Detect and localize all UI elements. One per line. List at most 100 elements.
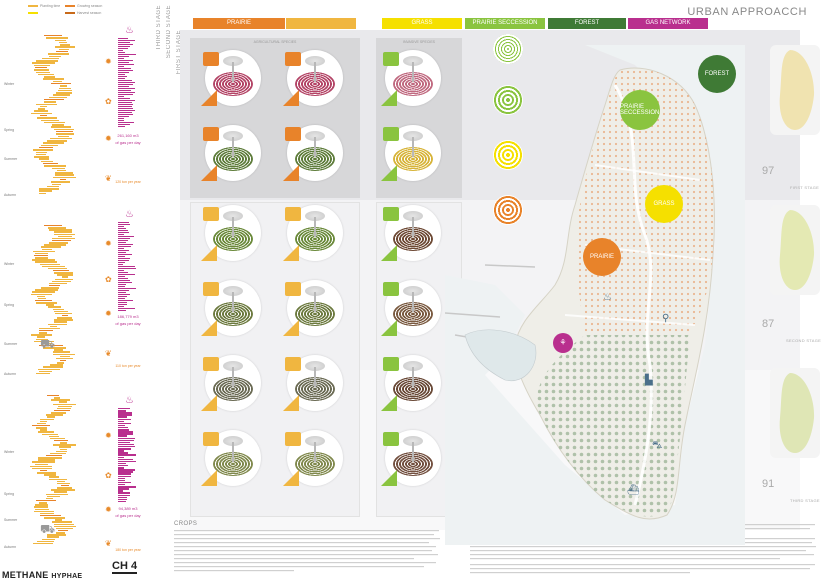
methane-bar (118, 70, 134, 72)
methane-bar (118, 416, 128, 418)
methane-bar (118, 266, 136, 268)
methane-bar (118, 48, 128, 50)
season-bar (53, 176, 76, 179)
methane-bar (118, 242, 127, 244)
season-bar (41, 342, 53, 345)
map-marker-forest[interactable]: FOREST (698, 55, 736, 93)
season-bar (53, 523, 75, 525)
methane-bar (118, 64, 135, 66)
page-title: URBAN APPROACCH (687, 6, 807, 18)
season-bar (51, 489, 76, 491)
methane-bar (118, 424, 126, 427)
season-bar (43, 347, 67, 349)
third-stage-label: THIRD STAGE (156, 5, 162, 51)
season-bar (54, 172, 74, 174)
methane-bar (118, 120, 125, 122)
season-bar (35, 300, 53, 302)
methane-bar (118, 467, 124, 469)
methane-bar (118, 270, 125, 272)
season-bar (46, 416, 55, 418)
season-bar (36, 71, 51, 73)
hyphae-tree-icon (403, 211, 423, 239)
stage-card-second[interactable] (770, 205, 820, 295)
methane-bar (118, 420, 125, 423)
methane-bar (118, 477, 126, 480)
season-bar (38, 368, 60, 370)
season-bar (38, 345, 63, 347)
season-bar (39, 429, 47, 431)
urban-map[interactable] (444, 45, 745, 545)
season-bar (35, 103, 57, 105)
methane-bar (118, 475, 131, 477)
season-bar (46, 495, 61, 498)
season-bar (44, 517, 66, 519)
map-marker-grass[interactable]: GRASS (645, 185, 683, 223)
text-lines-graphic (174, 530, 440, 572)
methane-bar (118, 52, 125, 54)
season-bar (53, 231, 73, 233)
season-bar (50, 452, 66, 455)
methane-bar (118, 262, 125, 264)
season-bar (51, 240, 72, 242)
season-bar (44, 76, 55, 78)
season-bar (43, 121, 65, 124)
car-icon: ⛍ (652, 440, 663, 451)
crop-type-icon (203, 52, 219, 66)
methane-bar (118, 490, 124, 492)
season-bar (40, 160, 54, 163)
season-bar (43, 366, 63, 368)
season-bar (52, 353, 76, 355)
season-bar (36, 295, 46, 298)
stage-card-third[interactable] (770, 368, 820, 458)
methane-bar (118, 435, 127, 437)
gas-amount-3: 94,389 m3 (118, 506, 138, 511)
season-bar (55, 51, 68, 53)
header-prairie-seccession: PRAIRIE SECCESSION (465, 18, 545, 29)
map-marker-prairie[interactable]: PRAIRIE (583, 238, 621, 276)
methane-bar (118, 222, 130, 224)
methane-bar (118, 484, 125, 486)
methane-bar (118, 100, 135, 102)
season-bar (52, 94, 70, 96)
methane-bar (118, 80, 132, 82)
map-marker-prairie-seccession[interactable]: PRAIRIE SECCESSION (620, 90, 660, 130)
season-bar (57, 487, 73, 489)
season-bar (46, 536, 60, 538)
panel-head-agricultural: AGRICULTURAL SPECIES (253, 40, 297, 44)
methane-bar (118, 66, 124, 68)
fish-icon: ⚲ (662, 313, 670, 324)
stage-number-second: 87 (762, 318, 775, 330)
season-bar (57, 482, 71, 485)
season-bar (38, 147, 54, 149)
gas-unit-3: of gas per day (115, 513, 141, 518)
season-bar (31, 259, 55, 261)
methane-bar (118, 439, 134, 442)
crop-type-icon (383, 207, 399, 221)
legend-growing: Growing season (65, 4, 102, 8)
methane-bar (118, 427, 128, 429)
methane-bar (118, 264, 124, 266)
methane-bar (118, 226, 125, 228)
gas-network-icon[interactable]: ⚘ (553, 333, 573, 353)
crop-type-icon (285, 282, 301, 296)
season-bar (31, 425, 51, 427)
gas-amount-2: 186,779 m3 (117, 314, 139, 319)
crop-type-icon (285, 52, 301, 66)
season-bar (38, 108, 46, 110)
season-bar (54, 272, 73, 274)
season-spring-2: Spring (4, 303, 15, 307)
methane-bar (118, 96, 125, 98)
season-bar (38, 457, 63, 459)
season-bar (40, 287, 60, 289)
methane-bar (118, 94, 133, 96)
season-bar (43, 244, 66, 246)
methane-bar (118, 104, 133, 106)
season-bar (37, 297, 46, 300)
season-bar (41, 119, 59, 121)
season-bar (36, 302, 57, 304)
stage-card-first[interactable] (770, 45, 820, 135)
season-bar (49, 137, 72, 140)
season-bar (48, 323, 67, 325)
season-bar (53, 397, 61, 399)
season-bar (30, 334, 53, 336)
